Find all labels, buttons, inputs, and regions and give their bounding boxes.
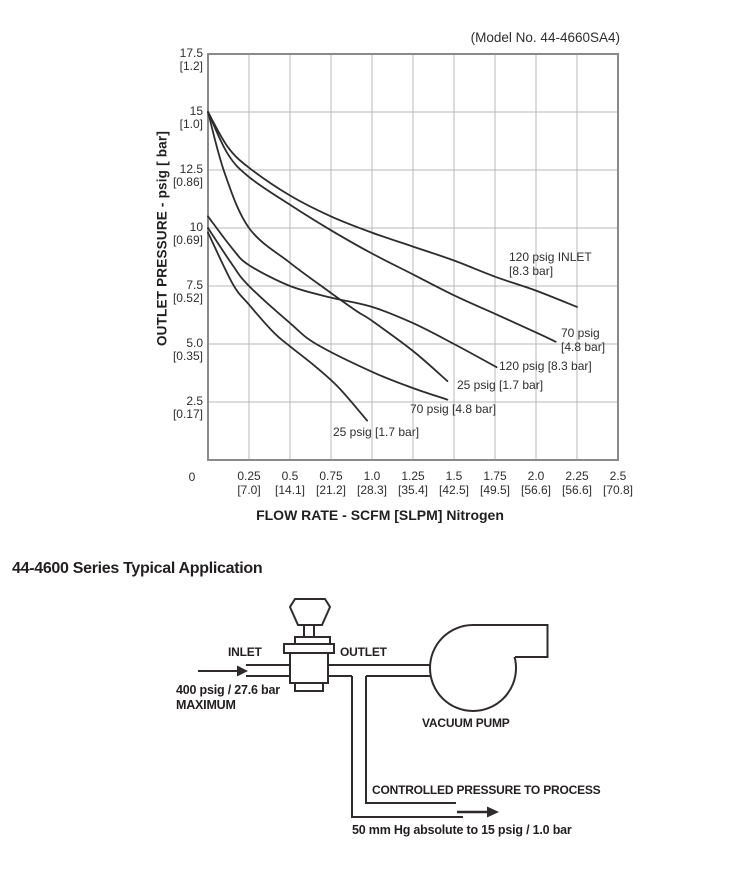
regulator-collar (294, 636, 331, 645)
y-tick-label: 2.5 [0.17] (172, 394, 203, 421)
x-tick-label: 1.0 [28.3] (356, 469, 388, 497)
x-tick-label: 2.25 [56.6] (561, 469, 593, 497)
x-tick-label: 1.5 [42.5] (438, 469, 470, 497)
pressure-range-label: 50 mm Hg absolute to 15 psig / 1.0 bar (352, 823, 572, 837)
curve-series-6 (207, 231, 368, 422)
curve-series-1 (207, 111, 578, 308)
x-tick-label: 1.75 [49.5] (479, 469, 511, 497)
chart-curves (207, 111, 578, 422)
regulator-flange (283, 643, 335, 654)
x-tick-label: 0.75 [21.2] (315, 469, 347, 497)
x-tick-label: 0.25 [7.0] (237, 469, 261, 497)
regulator-body (289, 652, 329, 684)
x-tick-label: 1.25 [35.4] (397, 469, 429, 497)
regulator-knob (288, 598, 332, 626)
curve-label-120psig-inlet: 120 psig INLET [8.3 bar] (509, 250, 592, 278)
curve-series-4 (207, 215, 498, 369)
curve-series-3 (207, 111, 449, 382)
x-tick-label: 2.5 [70.8] (602, 469, 634, 497)
curve-label-70psig-upper: 70 psig [4.8 bar] (561, 326, 606, 354)
y-tick-label: 10 [0.69] (172, 220, 203, 247)
pump-duct-outline (473, 624, 549, 658)
outlet-label: OUTLET (340, 645, 387, 659)
plot-border (207, 53, 619, 461)
y-tick-label: 12.5 [0.86] (172, 162, 203, 189)
x-tick-label: 0.5 [14.1] (274, 469, 306, 497)
y-tick-label: 5.0 [0.35] (172, 336, 203, 363)
y-tick-label: 15 [1.0] (179, 104, 203, 131)
regulator-foot (294, 682, 324, 692)
curve-series-5 (207, 227, 449, 401)
max-inlet-pressure-label: 400 psig / 27.6 bar MAXIMUM (176, 683, 280, 712)
flow-curve-chart (207, 53, 619, 461)
y-tick-label: 7.5 [0.52] (172, 278, 203, 305)
curve-label-120psig-lower: 120 psig [8.3 bar] (499, 359, 592, 373)
inlet-label: INLET (228, 645, 262, 659)
curve-series-2 (207, 111, 557, 343)
y-tick-label: 17.5 [1.2] (179, 46, 203, 73)
inlet-arrowhead (237, 665, 248, 677)
application-diagram (198, 598, 549, 818)
chart-gridlines (208, 54, 618, 460)
x-tick-label: 2.0 [56.6] (520, 469, 552, 497)
x-origin-tick-label: 0 (188, 470, 196, 484)
application-section-title: 44-4600 Series Typical Application (12, 560, 263, 577)
x-axis-title: FLOW RATE - SCFM [SLPM] Nitrogen (256, 507, 504, 523)
vacuum-pump-label: VACUUM PUMP (422, 716, 510, 730)
controlled-pressure-label: CONTROLLED PRESSURE TO PROCESS (372, 783, 601, 797)
curve-label-25psig-upper: 25 psig [1.7 bar] (457, 378, 544, 392)
curve-label-70psig-lower: 70 psig [4.8 bar] (410, 402, 497, 416)
curve-label-25psig-lower: 25 psig [1.7 bar] (333, 425, 420, 439)
pump-duct-fill (473, 622, 549, 657)
chart-model-label: (Model No. 44-4660SA4) (470, 30, 620, 45)
process-arrowhead (487, 806, 499, 818)
